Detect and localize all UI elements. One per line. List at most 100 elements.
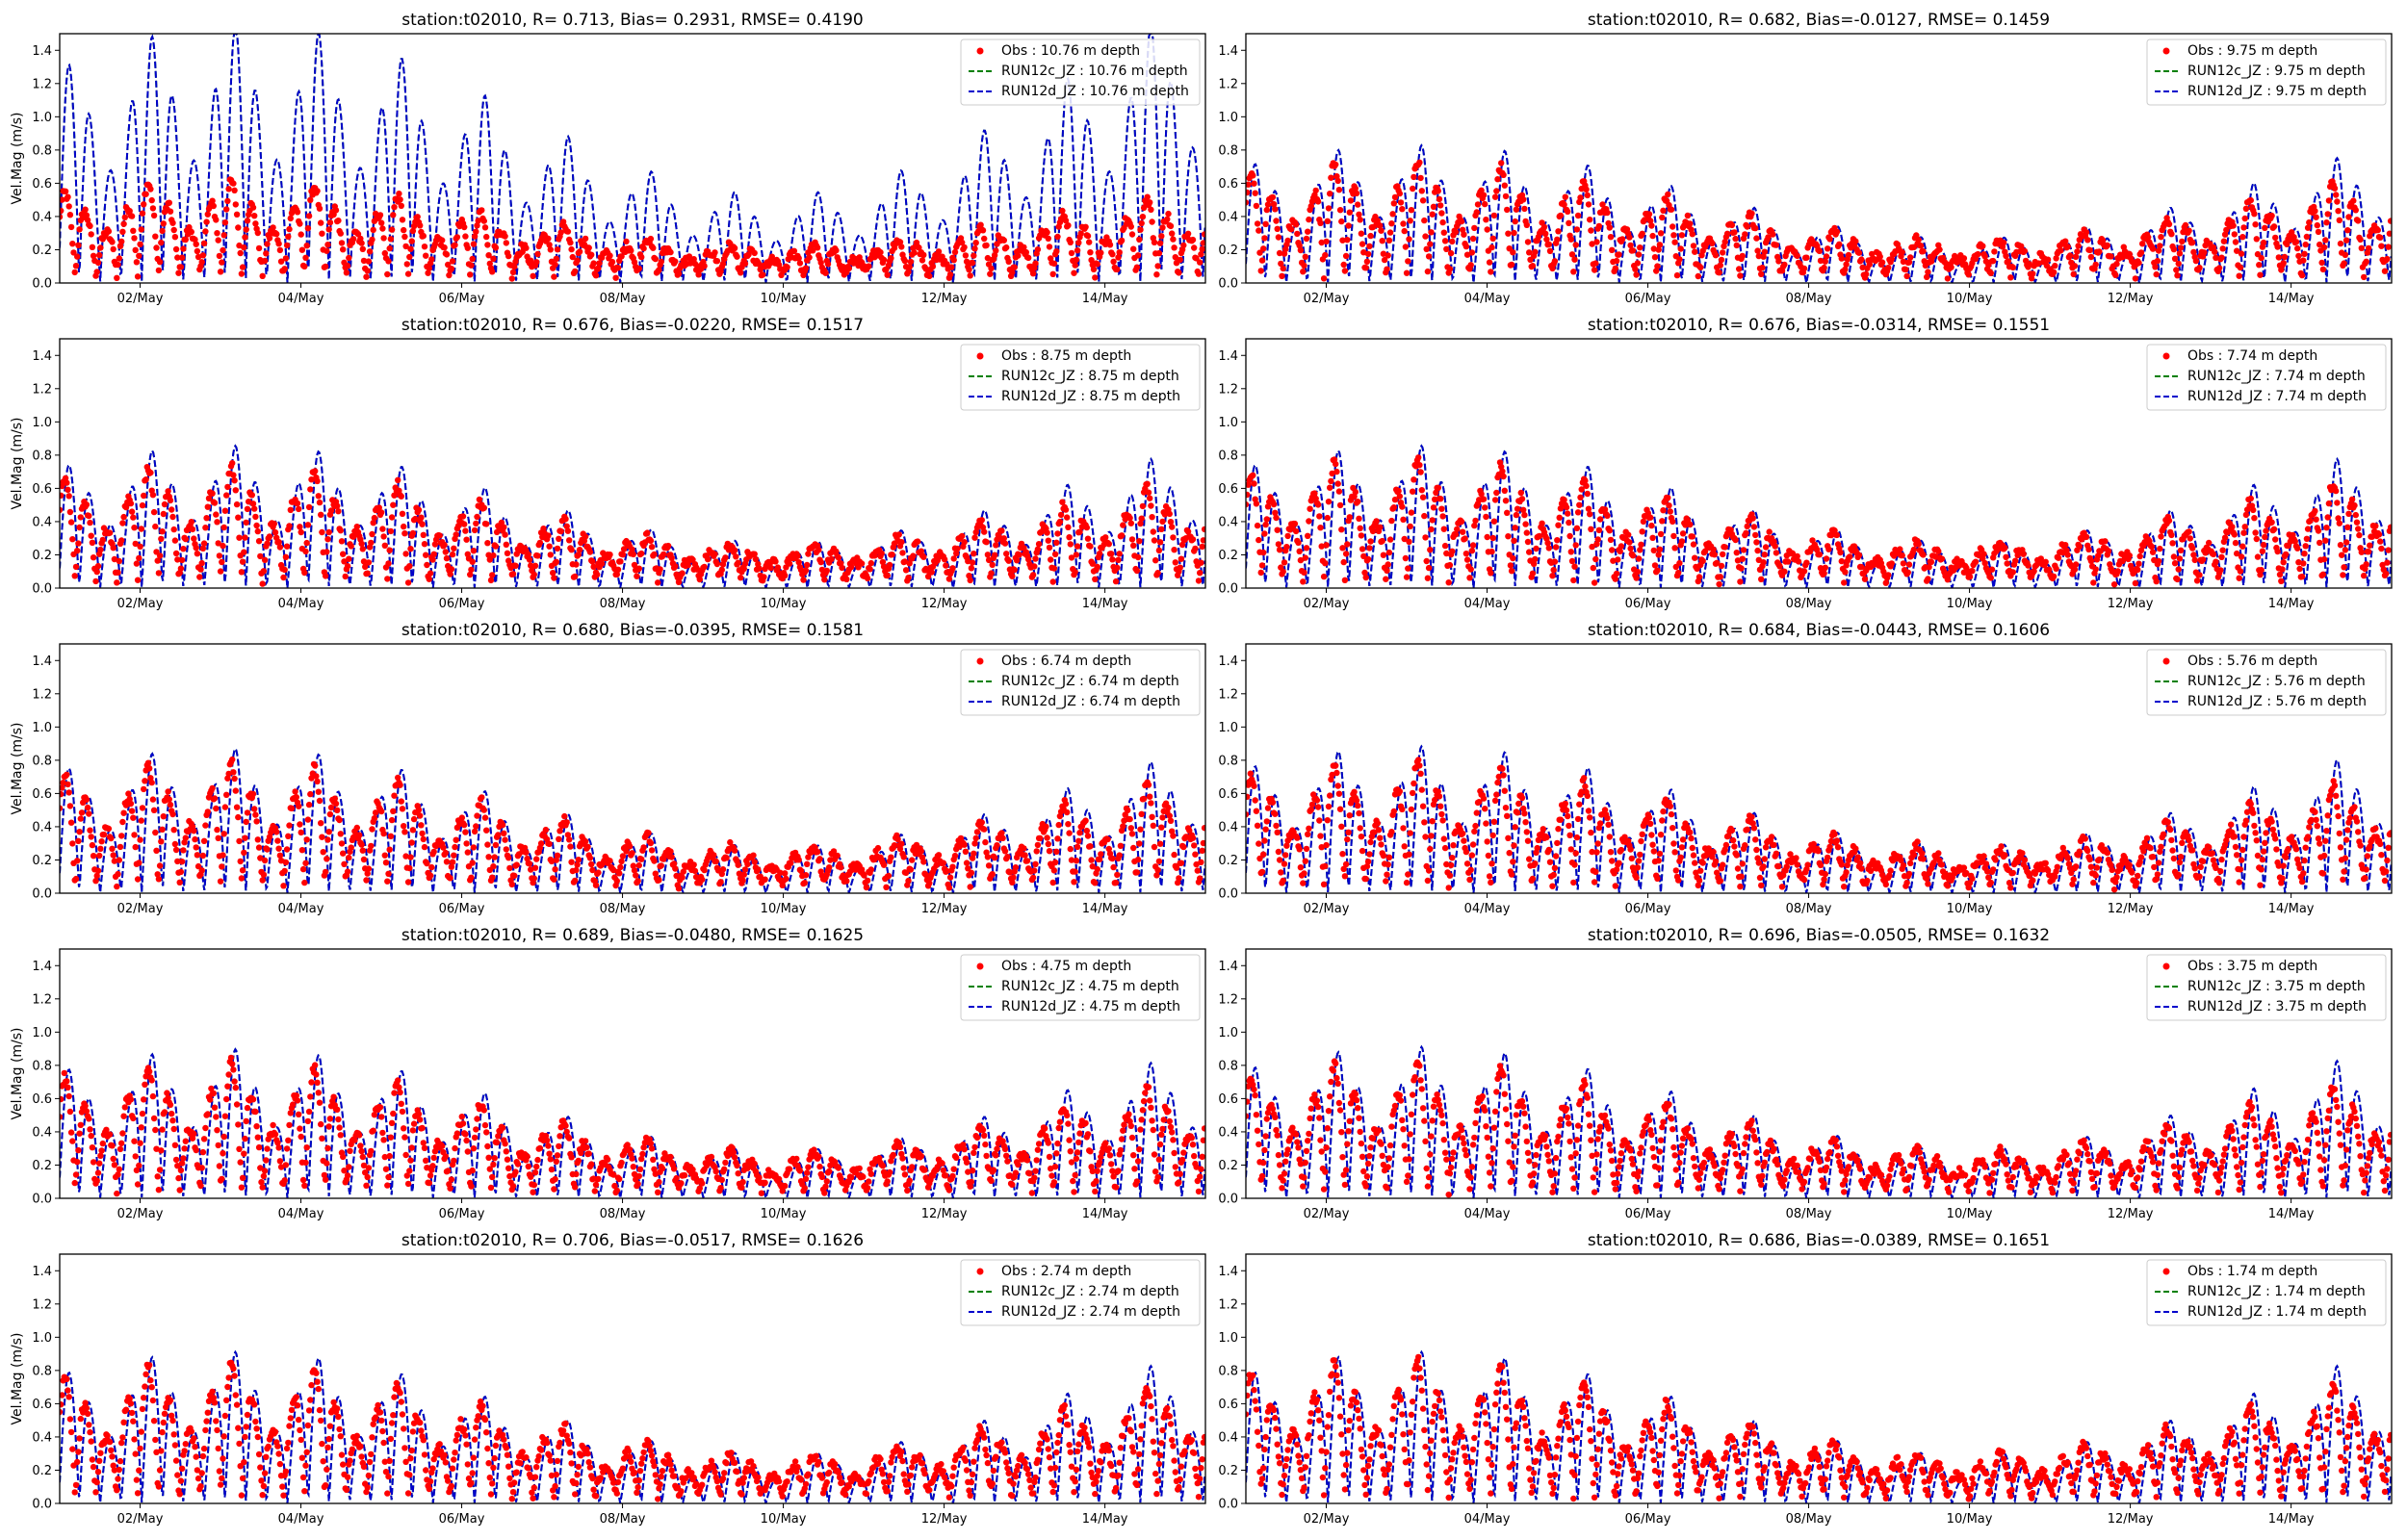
obs-point bbox=[2238, 553, 2245, 560]
obs-point bbox=[232, 787, 239, 794]
axes-frame bbox=[59, 33, 1206, 284]
obs-point bbox=[1695, 574, 1703, 580]
obs-point bbox=[1054, 233, 1061, 241]
obs-point bbox=[404, 879, 412, 886]
obs-point bbox=[1981, 559, 1988, 567]
obs-point bbox=[1570, 269, 1577, 275]
obs-point bbox=[285, 833, 292, 839]
obs-point bbox=[131, 235, 138, 242]
obs-point bbox=[1592, 260, 1599, 267]
obs-point bbox=[398, 493, 404, 500]
obs-point bbox=[1510, 554, 1516, 562]
obs-point bbox=[779, 882, 786, 888]
obs-point bbox=[1045, 235, 1052, 242]
obs-point bbox=[419, 521, 426, 527]
obs-point bbox=[2367, 542, 2373, 549]
obs-point bbox=[369, 530, 375, 538]
obs-point bbox=[1772, 543, 1778, 550]
obs-point bbox=[248, 492, 255, 499]
obs-point bbox=[149, 492, 157, 499]
obs-point bbox=[867, 559, 874, 567]
obs-point bbox=[2213, 558, 2219, 565]
obs-point bbox=[2230, 222, 2237, 229]
obs-point bbox=[474, 812, 480, 819]
obs-point bbox=[1256, 249, 1263, 256]
obs-point bbox=[119, 818, 126, 826]
obs-point bbox=[867, 566, 873, 573]
obs-point bbox=[364, 268, 371, 274]
obs-point bbox=[1552, 544, 1560, 551]
obs-point bbox=[1501, 182, 1509, 189]
obs-point bbox=[2170, 245, 2178, 253]
obs-point bbox=[2313, 516, 2319, 523]
obs-point bbox=[2219, 245, 2226, 252]
obs-point bbox=[1678, 538, 1686, 545]
obs-point bbox=[1627, 545, 1634, 552]
obs-point bbox=[528, 562, 534, 569]
obs-point bbox=[2258, 567, 2265, 574]
obs-point bbox=[610, 866, 617, 874]
obs-point bbox=[1568, 251, 1576, 258]
obs-point bbox=[824, 261, 832, 268]
obs-point bbox=[111, 555, 118, 563]
obs-point bbox=[2260, 239, 2267, 246]
plot-area bbox=[60, 444, 1205, 588]
obs-point bbox=[1328, 477, 1334, 485]
obs-point bbox=[1452, 228, 1460, 236]
obs-point bbox=[2237, 568, 2244, 575]
obs-point bbox=[1367, 538, 1374, 545]
obs-point bbox=[738, 575, 744, 581]
obs-point bbox=[319, 834, 325, 840]
obs-point bbox=[397, 196, 403, 203]
obs-point bbox=[1587, 217, 1593, 223]
obs-point bbox=[1166, 510, 1174, 518]
obs-point bbox=[2104, 242, 2110, 249]
obs-point bbox=[1458, 218, 1465, 225]
obs-point bbox=[1424, 268, 1432, 275]
obs-point bbox=[1333, 161, 1339, 168]
obs-point bbox=[2149, 245, 2157, 252]
obs-point bbox=[1582, 477, 1589, 484]
obs-point bbox=[1980, 243, 1986, 249]
obs-point bbox=[324, 247, 330, 254]
y-tick-label: 0.8 bbox=[1218, 449, 1238, 463]
obs-point bbox=[2241, 215, 2248, 222]
obs-point bbox=[473, 228, 479, 235]
obs-point bbox=[1653, 268, 1660, 274]
obs-point bbox=[463, 536, 470, 543]
obs-point bbox=[806, 254, 813, 261]
obs-point bbox=[616, 870, 623, 877]
obs-point bbox=[412, 515, 419, 523]
obs-point bbox=[1264, 503, 1272, 510]
obs-point bbox=[1090, 266, 1098, 272]
obs-point bbox=[1355, 499, 1361, 505]
obs-point bbox=[1885, 572, 1892, 578]
obs-point bbox=[453, 234, 461, 241]
obs-point bbox=[679, 874, 686, 881]
obs-point bbox=[744, 860, 751, 868]
obs-point bbox=[826, 864, 833, 871]
obs-point bbox=[170, 526, 177, 533]
obs-point bbox=[2239, 543, 2246, 550]
obs-point bbox=[359, 847, 366, 854]
obs-point bbox=[338, 840, 346, 847]
obs-point bbox=[97, 244, 104, 251]
obs-point bbox=[277, 258, 285, 265]
obs-point bbox=[2192, 257, 2200, 265]
obs-point bbox=[266, 235, 273, 242]
obs-point bbox=[387, 833, 395, 839]
obs-point bbox=[1733, 242, 1741, 249]
obs-point bbox=[2066, 252, 2074, 259]
obs-point bbox=[563, 819, 570, 826]
obs-point bbox=[340, 551, 347, 557]
obs-point bbox=[1635, 555, 1643, 562]
obs-point bbox=[1324, 514, 1332, 522]
obs-point bbox=[918, 848, 924, 855]
obs-point bbox=[305, 503, 313, 511]
y-tick-label: 0.4 bbox=[1218, 515, 1238, 529]
obs-point bbox=[2274, 548, 2281, 555]
obs-point bbox=[159, 528, 166, 535]
obs-point bbox=[1803, 559, 1810, 566]
obs-point bbox=[834, 852, 841, 860]
obs-point bbox=[1155, 547, 1163, 554]
